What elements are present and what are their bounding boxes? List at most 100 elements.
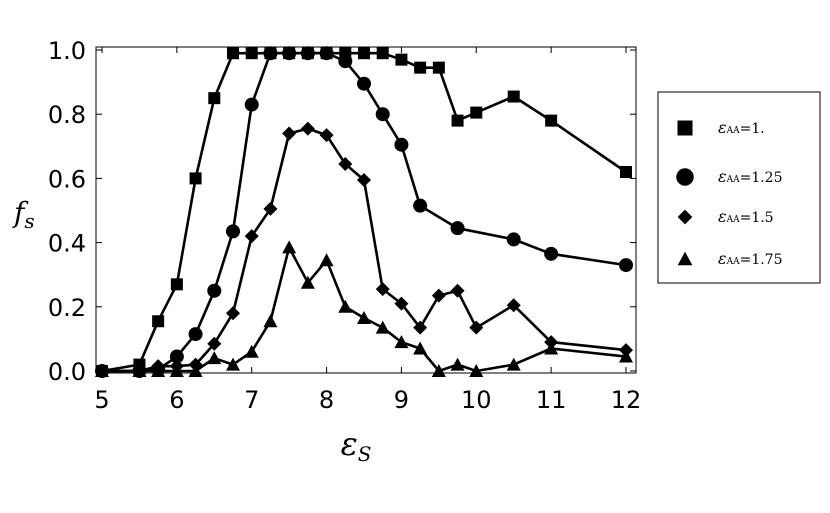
legend-label-sub: AA (726, 215, 740, 225)
data-point-triangle (544, 341, 559, 355)
data-point-triangle (282, 240, 297, 254)
data-point-square (245, 47, 258, 60)
data-point-square (152, 315, 165, 328)
x-tick-label: 7 (244, 386, 259, 414)
data-point-diamond (319, 128, 334, 143)
axes: 5 6 7 8 9 10 11 12 0.0 0.2 0.4 0.6 0.8 1.0 (48, 37, 641, 414)
data-point-circle (394, 137, 409, 152)
legend-label-sub: AA (726, 126, 740, 136)
data-point-diamond (413, 320, 428, 335)
x-tick-label: 5 (94, 386, 109, 414)
data-point-circle (282, 46, 297, 61)
legend-marker-circle (676, 168, 694, 186)
data-point-square (376, 47, 389, 60)
data-point-diamond (394, 296, 409, 311)
data-point-diamond (469, 320, 484, 335)
legend-label-value: =1. (740, 121, 765, 137)
series-triangle (95, 240, 633, 377)
data-point-triangle (207, 351, 222, 365)
legend-label-value: =1.5 (740, 210, 774, 226)
data-point-diamond (431, 288, 446, 303)
data-point-triangle (226, 357, 240, 371)
data-point-square (545, 114, 558, 127)
data-point-diamond (300, 121, 315, 136)
data-point-circle (619, 258, 633, 273)
data-point-diamond (244, 229, 259, 244)
data-point-circle (263, 46, 278, 61)
y-tick-label: 0.4 (48, 230, 86, 258)
data-point-triangle (95, 364, 109, 377)
legend-label-main: ε (718, 249, 727, 268)
y-tick-label: 0.2 (48, 294, 86, 322)
data-point-circle (338, 54, 353, 69)
data-point-diamond (375, 282, 390, 297)
series-circle (95, 46, 633, 378)
legend-label-sub: AA (726, 257, 740, 267)
legend-marker-diamond (677, 209, 693, 225)
y-tick-label: 0.6 (48, 165, 86, 193)
data-point-diamond (282, 126, 297, 141)
data-point-triangle (506, 357, 521, 371)
x-axis-label-main: ε (341, 425, 358, 463)
legend-label-main: ε (718, 118, 727, 137)
data-point-diamond (226, 306, 240, 321)
data-point-square (414, 61, 427, 74)
data-point-circle (244, 97, 259, 112)
data-point-circle (506, 232, 521, 247)
data-point-triangle (431, 364, 446, 377)
legend-marker-triangle (677, 251, 693, 266)
y-axis-label: fs (12, 196, 35, 233)
data-point-circle (544, 246, 559, 261)
series-layer (95, 46, 633, 378)
data-point-square (507, 90, 520, 103)
data-point-circle (188, 327, 203, 342)
legend-label-main: ε (718, 207, 727, 226)
data-point-triangle (300, 275, 315, 289)
legend-label: εAA=1.75 (718, 249, 783, 268)
data-point-triangle (188, 364, 203, 377)
data-point-square (470, 106, 483, 119)
data-point-square (208, 92, 221, 105)
data-point-triangle (469, 364, 484, 377)
data-point-square (227, 47, 239, 60)
legend-label: εAA=1.5 (718, 207, 774, 226)
data-point-triangle (357, 311, 371, 325)
x-tick-label: 12 (611, 386, 642, 414)
legend-item: εAA=1. (677, 118, 765, 137)
data-point-square (451, 114, 464, 127)
data-point-square (620, 165, 632, 178)
data-point-diamond (207, 336, 222, 351)
legend-label-main: ε (718, 167, 727, 186)
data-point-square (395, 53, 408, 66)
data-point-diamond (357, 173, 371, 188)
data-point-triangle (619, 349, 633, 363)
x-tick-label: 6 (169, 386, 184, 414)
data-point-circle (413, 198, 428, 213)
legend-label: εAA=1.25 (718, 167, 783, 186)
legend-item: εAA=1.75 (677, 249, 783, 268)
data-point-triangle (169, 364, 184, 377)
legend-item: εAA=1.5 (677, 207, 774, 226)
data-point-triangle (413, 341, 428, 355)
legend-item: εAA=1.25 (676, 167, 783, 186)
x-tick-label: 11 (536, 386, 567, 414)
x-tick-label: 8 (319, 386, 334, 414)
data-point-triangle (319, 253, 334, 267)
data-point-circle (226, 224, 240, 239)
y-tick-label: 1.0 (48, 37, 86, 65)
data-point-diamond (263, 201, 278, 216)
legend-label: εAA=1. (718, 118, 765, 137)
data-point-triangle (244, 344, 259, 358)
data-point-square (189, 172, 202, 185)
data-point-triangle (394, 335, 409, 349)
data-point-diamond (450, 283, 465, 298)
data-point-circle (450, 221, 465, 236)
legend-label-value: =1.75 (740, 252, 783, 268)
legend-marker-square (677, 120, 693, 136)
data-point-triangle (132, 364, 147, 377)
data-point-circle (319, 46, 334, 61)
y-tick-label: 0.8 (48, 101, 86, 129)
